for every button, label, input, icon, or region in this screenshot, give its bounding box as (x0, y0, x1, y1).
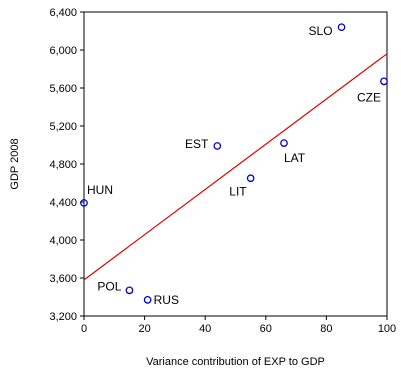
point-label: LIT (229, 184, 247, 198)
y-axis-title: GDP 2008 (9, 138, 21, 189)
x-tick-label: 60 (260, 323, 272, 335)
y-tick-label: 3,200 (49, 311, 77, 323)
point-label: SLO (309, 24, 333, 38)
regression-line (83, 53, 388, 281)
plot-frame (83, 11, 388, 317)
data-point (337, 23, 346, 32)
data-point (213, 142, 222, 150)
data-points: SLO CZE LAT EST LIT HUN POL RUS (80, 23, 388, 307)
y-tick-label: 3,600 (49, 273, 77, 285)
y-tick-label: 6,400 (49, 7, 77, 19)
y-tick-label: 4,400 (49, 197, 77, 209)
x-tick-label: 40 (199, 323, 211, 335)
x-axis: 0 20 40 60 80 100 (81, 316, 396, 335)
y-tick-label: 5,600 (49, 83, 77, 95)
data-point (125, 286, 134, 295)
x-tick-label: 0 (81, 323, 87, 335)
y-tick-label: 5,200 (49, 121, 77, 133)
data-point (143, 295, 152, 304)
y-tick-label: 6,000 (49, 45, 77, 57)
x-axis-title: Variance contribution of EXP to GDP (146, 356, 325, 368)
y-tick-label: 4,000 (49, 235, 77, 247)
y-axis: 3,200 3,600 4,000 4,400 4,800 5,200 5,600 6,000… (49, 7, 84, 323)
data-point (280, 139, 288, 147)
data-point (380, 77, 388, 86)
point-label: EST (185, 137, 209, 151)
x-tick-label: 20 (138, 323, 150, 335)
point-label: LAT (284, 151, 306, 165)
x-tick-label: 100 (378, 323, 396, 335)
y-tick-label: 4,800 (49, 159, 77, 171)
x-tick-label: 80 (320, 323, 332, 335)
point-label: POL (97, 279, 121, 293)
point-label: RUS (154, 293, 179, 307)
point-label: CZE (357, 90, 381, 104)
data-point (246, 174, 255, 183)
point-label: HUN (87, 183, 113, 197)
data-point (80, 199, 88, 207)
